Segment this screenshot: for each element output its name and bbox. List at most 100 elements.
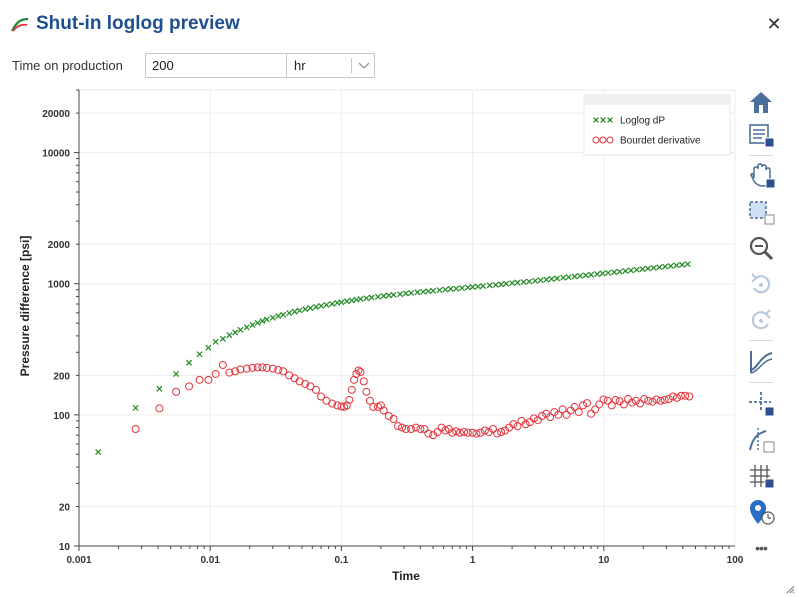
data-point xyxy=(452,427,461,436)
close-icon[interactable]: ✕ xyxy=(766,14,782,34)
data-point xyxy=(195,375,204,384)
data-point xyxy=(632,396,641,405)
data-point xyxy=(354,366,363,375)
data-point xyxy=(211,369,220,378)
data-point xyxy=(398,423,407,432)
x-tick-label: 1 xyxy=(470,555,476,566)
data-point xyxy=(513,422,522,431)
data-point xyxy=(374,293,381,300)
data-point xyxy=(408,289,415,296)
data-point xyxy=(503,280,510,287)
data-point xyxy=(525,418,534,427)
data-point xyxy=(347,385,356,394)
dialog-header: Shut-in loglog preview ✕ xyxy=(0,0,797,48)
grid-toggle-icon[interactable] xyxy=(746,462,776,490)
redo-icon[interactable] xyxy=(746,306,776,334)
data-point xyxy=(258,363,267,372)
crosshair-icon[interactable] xyxy=(746,390,776,418)
data-point xyxy=(356,368,365,377)
undo-icon[interactable] xyxy=(746,270,776,298)
chart-legend[interactable]: Loglog dP Bourdet derivative xyxy=(583,94,731,156)
data-point xyxy=(526,278,533,285)
data-point xyxy=(385,292,392,299)
data-point xyxy=(633,266,640,273)
data-point xyxy=(662,263,669,270)
data-point xyxy=(291,308,298,315)
data-point xyxy=(312,303,319,310)
data-point xyxy=(492,281,499,288)
zoom-icon[interactable] xyxy=(746,234,776,262)
legend-label: Loglog dP xyxy=(620,116,665,127)
data-point xyxy=(205,344,212,351)
legend-toggle-icon[interactable] xyxy=(746,122,776,150)
data-point xyxy=(460,428,469,437)
home-icon[interactable] xyxy=(746,88,776,116)
data-point xyxy=(672,393,681,402)
data-point xyxy=(656,396,665,405)
y-tick-label: 2000 xyxy=(48,240,71,251)
fit-curve-icon[interactable] xyxy=(746,348,776,376)
more-icon[interactable]: ••• xyxy=(755,540,768,556)
data-point xyxy=(306,382,315,391)
data-point xyxy=(476,428,485,437)
data-point xyxy=(684,261,691,268)
data-point xyxy=(664,395,673,404)
marker-clock-icon[interactable] xyxy=(746,498,776,526)
data-point xyxy=(279,367,288,376)
y-tick-label: 10 xyxy=(59,542,71,553)
data-point xyxy=(424,429,433,438)
data-point xyxy=(436,287,443,294)
data-point xyxy=(587,409,596,418)
data-point xyxy=(546,413,555,422)
y-tick-label: 100 xyxy=(53,411,70,422)
data-point xyxy=(338,299,345,306)
data-point xyxy=(497,428,506,437)
data-point xyxy=(619,400,628,409)
data-point xyxy=(226,332,233,339)
data-point xyxy=(595,400,604,409)
legend-item[interactable]: Bourdet derivative xyxy=(592,136,701,147)
data-point xyxy=(599,395,608,404)
data-point xyxy=(458,285,466,292)
data-point xyxy=(411,423,420,432)
data-point xyxy=(323,301,330,308)
data-point xyxy=(583,399,592,408)
unit-select[interactable]: hr xyxy=(294,58,306,73)
data-point xyxy=(318,302,325,309)
toolbar-divider xyxy=(749,340,773,341)
legend-marker xyxy=(606,136,614,144)
data-point xyxy=(486,282,493,289)
data-point xyxy=(196,351,203,358)
chevron-down-icon[interactable] xyxy=(355,56,373,74)
time-value-input[interactable]: 200 xyxy=(152,58,174,73)
data-point xyxy=(173,370,180,377)
data-point xyxy=(469,284,476,291)
tangent-line-icon[interactable] xyxy=(746,426,776,454)
data-point xyxy=(379,406,388,415)
data-point xyxy=(509,280,516,287)
data-point xyxy=(681,391,690,400)
data-point xyxy=(263,316,270,323)
pan-icon[interactable] xyxy=(746,162,776,190)
data-point xyxy=(554,410,563,419)
resize-grip-icon[interactable] xyxy=(785,584,795,594)
data-point xyxy=(275,313,282,320)
legend-item[interactable]: Loglog dP xyxy=(593,116,666,127)
curve-logo-icon xyxy=(11,17,29,32)
data-point xyxy=(368,294,375,301)
data-point xyxy=(441,426,450,435)
data-point xyxy=(329,300,336,307)
legend-header xyxy=(584,95,730,105)
data-point xyxy=(380,293,387,300)
data-point xyxy=(468,428,477,437)
data-point xyxy=(607,401,616,410)
data-point xyxy=(328,399,337,408)
box-zoom-icon[interactable] xyxy=(746,198,776,226)
chart-toolbar: ••• xyxy=(743,88,781,568)
data-point xyxy=(242,364,251,373)
data-point xyxy=(588,271,595,278)
data-point xyxy=(622,267,629,275)
data-point xyxy=(562,410,571,419)
data-point xyxy=(393,422,402,431)
x-axis-label: Time xyxy=(392,569,420,583)
